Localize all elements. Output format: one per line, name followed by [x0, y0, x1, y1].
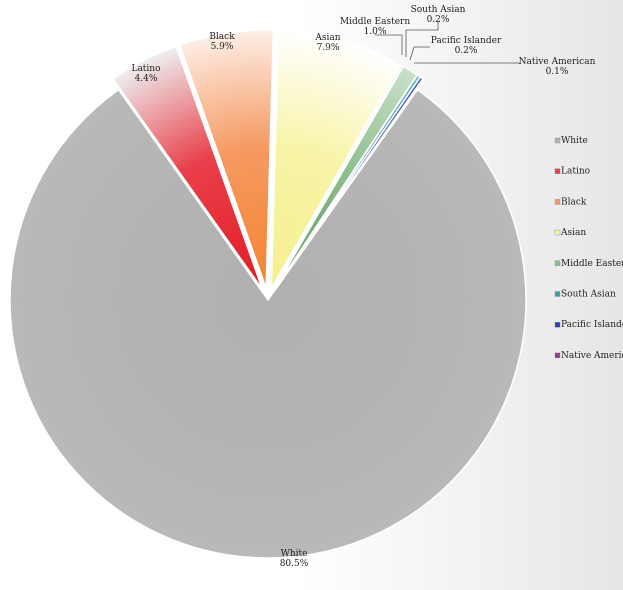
slice-label-pacific-islander: Pacific Islander 0.2% [431, 36, 502, 56]
legend-swatch-middle-eastern [554, 260, 561, 266]
legend-label-black: Black [561, 197, 587, 207]
leader-line-south-asian [405, 22, 439, 57]
leader-line-middle-eastern [375, 34, 403, 55]
legend: White Latino Black Asian Middle Eastern South… [554, 136, 623, 361]
legend-swatch-pacific-islander [554, 322, 561, 328]
leader-lines [375, 22, 520, 64]
slice-label-middle-eastern: Middle Eastern 1.0% [340, 17, 410, 37]
legend-label-middle-eastern: Middle Eastern [561, 259, 623, 269]
pie-slice-asian [270, 29, 402, 289]
legend-label-pacific-islander: Pacific Islander [561, 320, 623, 330]
legend-label-native-american: Native American [561, 351, 623, 361]
pie-slice-white [9, 88, 527, 559]
slice-label-white: White 80.5% [280, 549, 309, 569]
pie-slice-black [178, 29, 275, 289]
slice-label-latino: Latino 4.4% [131, 64, 160, 84]
legend-swatch-white [554, 137, 561, 144]
legend-label-asian: Asian [560, 228, 586, 238]
pie-slice-latino [112, 45, 264, 290]
pie-slice-native-american [274, 77, 426, 291]
legend-label-latino: Latino [561, 167, 590, 177]
leader-line-pacific-islander [409, 46, 430, 61]
pie-slices [9, 29, 527, 559]
slice-label-black: Black 5.9% [209, 32, 235, 52]
slice-label-native-american: Native American 0.1% [519, 57, 596, 77]
legend-swatch-latino [554, 168, 561, 174]
legend-swatch-native-american [554, 352, 561, 359]
slice-labels: White 80.5% Latino 4.4% Black 5.9% Asian 7.9%Mi… [131, 5, 595, 569]
legend-swatch-black [554, 199, 561, 205]
slice-label-asian: Asian 7.9% [314, 33, 340, 53]
legend-label-white: White [561, 136, 588, 146]
legend-swatch-south-asian [554, 291, 561, 297]
legend-label-south-asian: South Asian [561, 290, 616, 300]
slice-label-south-asian: South Asian 0.2% [411, 5, 466, 25]
legend-swatch-asian [554, 229, 561, 236]
